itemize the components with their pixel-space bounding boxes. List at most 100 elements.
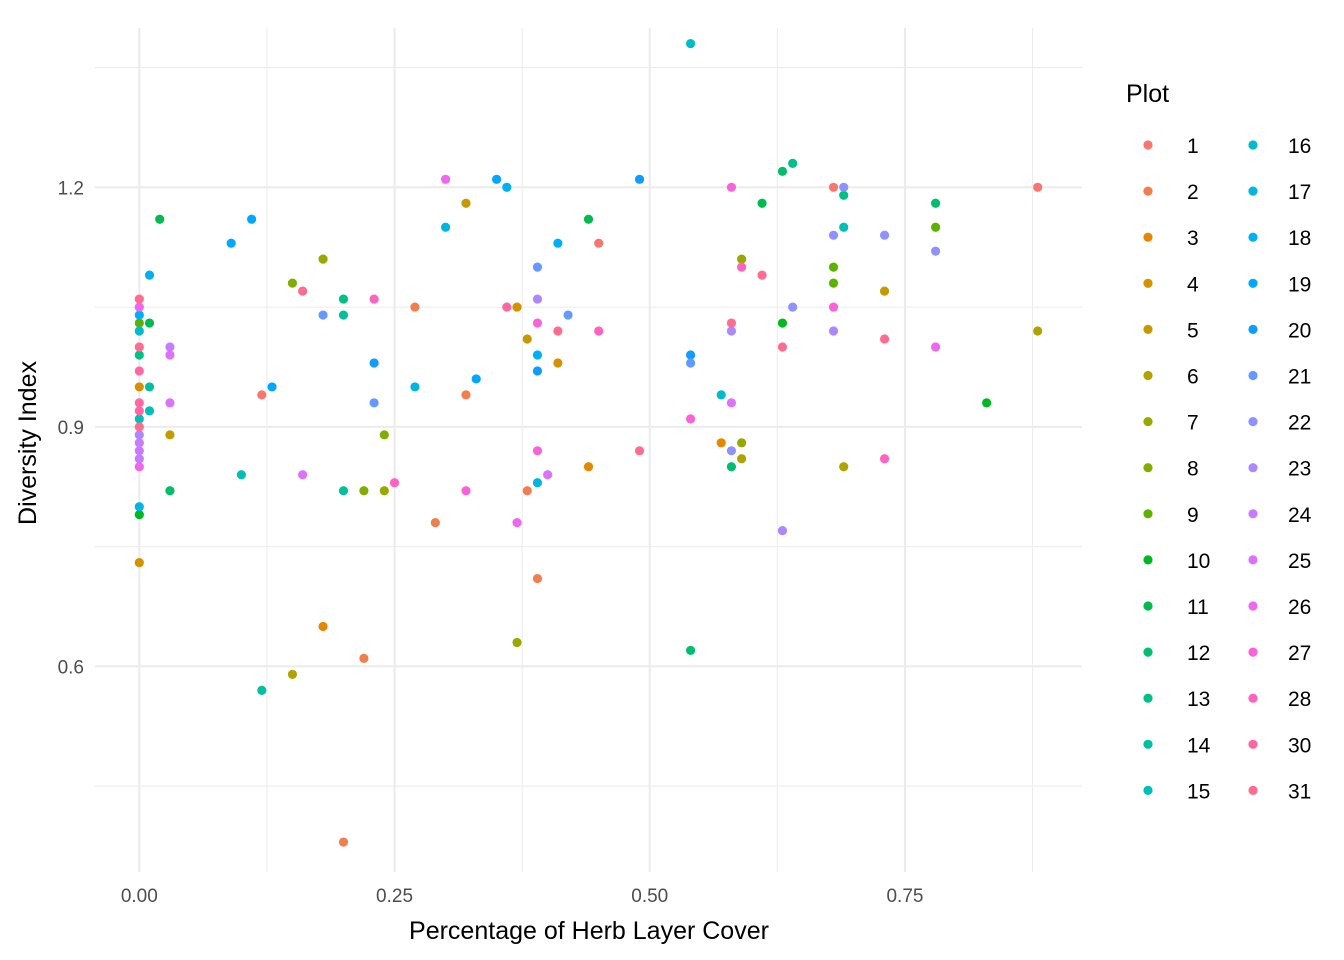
legend: Plot 12345678910111213141516171819202122… [1126,80,1312,803]
data-point-plot-1 [828,182,839,192]
data-point-plot-19 [247,214,257,224]
legend-key-13 [1143,693,1153,703]
legend-label-14: 14 [1187,734,1211,757]
data-point-plot-22 [931,246,941,256]
data-point-plot-22 [839,182,849,192]
legend-key-5 [1143,324,1153,334]
legend-key-7 [1143,417,1153,427]
data-point-plot-1 [1033,182,1043,192]
legend-label-24: 24 [1288,504,1312,527]
y-axis-title: Diversity Index [14,361,42,525]
data-point-plot-2 [430,518,440,528]
minor-gridlines [95,28,1082,872]
y-axis-ticks: 0.6 0.9 1.2 [58,178,84,678]
data-point-plot-2 [461,390,471,400]
legend-key-3 [1143,232,1153,242]
data-point-plot-25 [726,398,737,408]
legend-key-6 [1143,370,1153,381]
data-point-plot-22 [726,446,737,456]
data-point-plot-31 [134,294,144,304]
legend-label-4: 4 [1187,273,1199,296]
x-tick-label: 0.50 [631,886,668,907]
data-point-plot-20 [369,358,379,368]
data-point-plot-27 [685,414,696,424]
legend-key-28 [1248,693,1258,703]
legend-label-3: 3 [1187,227,1199,250]
data-point-plot-31 [298,286,308,296]
data-point-plot-26 [512,518,522,528]
data-point-plot-1 [257,390,267,400]
legend-label-17: 17 [1288,181,1311,204]
data-point-plot-22 [828,230,839,240]
data-point-plot-9 [828,262,839,272]
data-point-plot-18 [532,350,543,360]
data-point-plot-27 [461,486,471,496]
data-point-plot-5 [165,430,175,440]
data-point-plot-14 [144,382,155,392]
legend-key-20 [1248,324,1258,334]
data-point-plot-20 [532,366,543,376]
legend-key-16 [1248,140,1258,150]
legend-key-15 [1143,785,1153,796]
legend-label-11: 11 [1187,596,1209,619]
data-point-plot-31 [879,334,890,344]
data-point-plot-11 [155,214,165,224]
data-point-plot-2 [359,653,369,664]
x-tick-label: 0.75 [886,886,923,907]
data-point-plot-2 [338,837,349,847]
data-point-plot-31 [726,318,737,328]
legend-label-16: 16 [1288,135,1311,158]
data-point-plot-19 [267,382,277,392]
legend-label-23: 23 [1288,458,1311,481]
legend-label-15: 15 [1187,780,1210,803]
plot-panel [95,28,1082,872]
data-point-plot-24 [134,446,144,456]
data-point-plot-17 [134,502,144,512]
legend-key-17 [1248,186,1258,196]
data-points [134,38,1043,847]
data-point-plot-15 [839,222,849,232]
y-tick-label: 0.6 [58,657,84,678]
x-tick-label: 0.25 [376,886,413,907]
data-point-plot-28 [879,454,890,464]
data-point-plot-18 [553,238,563,248]
data-point-plot-5 [522,334,532,344]
x-axis-ticks: 0.00 0.25 0.50 0.75 [121,886,924,907]
data-point-plot-24 [134,438,144,448]
data-point-plot-6 [287,669,298,679]
legend-key-4 [1143,278,1153,288]
data-point-plot-19 [226,238,236,248]
data-point-plot-8 [379,430,389,440]
data-point-plot-27 [828,302,839,312]
data-point-plot-7 [737,438,747,448]
data-point-plot-17 [410,382,420,392]
data-point-plot-18 [134,310,144,320]
data-point-plot-24 [165,342,175,352]
data-point-plot-16 [685,38,696,49]
data-point-plot-12 [931,198,941,208]
legend-label-12: 12 [1187,642,1210,665]
data-point-plot-4 [134,557,144,568]
data-point-plot-31 [757,270,767,280]
data-point-plot-27 [532,446,543,456]
legend-label-26: 26 [1288,596,1311,619]
data-point-plot-28 [737,262,747,272]
legend-label-27: 27 [1288,642,1311,665]
data-point-plot-17 [440,222,451,232]
legend-key-8 [1143,463,1153,473]
data-point-plot-28 [389,478,400,488]
data-point-plot-3 [318,621,328,632]
legend-key-1 [1143,140,1153,150]
data-point-plot-19 [492,174,502,184]
legend-key-18 [1248,232,1258,242]
legend-key-19 [1248,278,1258,288]
legend-key-24 [1248,509,1258,519]
data-point-plot-23 [532,294,543,304]
data-point-plot-31 [553,326,563,336]
legend-key-11 [1143,601,1153,611]
data-point-plot-2 [522,486,532,496]
data-point-plot-2 [410,302,420,312]
data-point-plot-10 [134,510,144,520]
data-point-plot-28 [594,326,604,336]
data-point-plot-18 [502,182,512,192]
